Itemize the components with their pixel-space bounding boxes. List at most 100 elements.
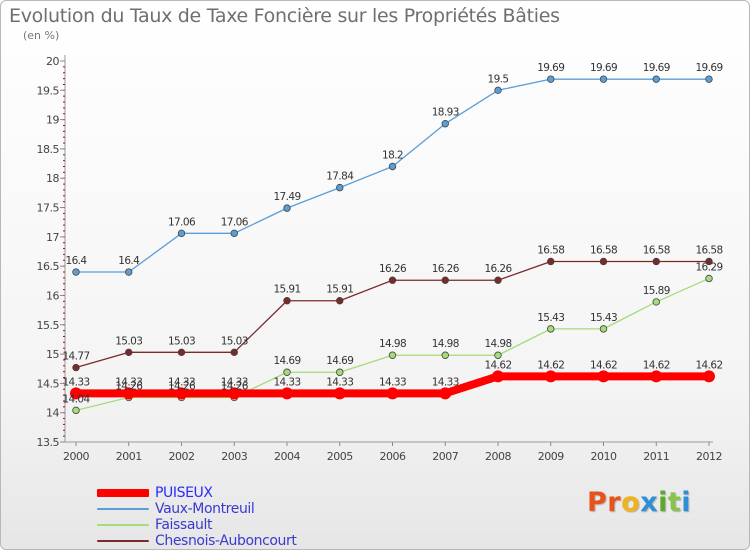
data-point bbox=[441, 276, 449, 284]
x-tick-label: 2004 bbox=[274, 450, 300, 463]
data-point bbox=[72, 268, 80, 276]
y-tick-label: 15.5 bbox=[37, 319, 60, 332]
data-label: 14.98 bbox=[432, 338, 459, 350]
data-label: 16.58 bbox=[695, 244, 722, 256]
data-label: 14.33 bbox=[115, 376, 142, 388]
data-point bbox=[336, 297, 344, 305]
data-point bbox=[281, 387, 293, 400]
data-point bbox=[705, 75, 713, 83]
y-tick-label: 19 bbox=[46, 114, 59, 127]
data-label: 18.93 bbox=[432, 107, 459, 119]
legend-swatch bbox=[97, 540, 149, 542]
y-tick-label: 18.5 bbox=[37, 143, 60, 156]
y-tick-label: 17.5 bbox=[37, 202, 60, 215]
y-tick-label: 16.5 bbox=[37, 260, 60, 273]
data-point bbox=[70, 387, 82, 400]
data-label: 14.26 bbox=[168, 380, 196, 392]
legend-label: Faissault bbox=[155, 517, 213, 533]
data-label: 15.91 bbox=[273, 284, 300, 296]
y-tick-label: 13.5 bbox=[37, 436, 60, 449]
y-tick-label: 16 bbox=[46, 289, 59, 302]
y-tick-label: 17 bbox=[46, 231, 59, 244]
data-point bbox=[72, 363, 80, 372]
x-tick-label: 2007 bbox=[432, 450, 458, 463]
data-label: 17.06 bbox=[168, 216, 196, 228]
data-point bbox=[599, 75, 608, 83]
data-label: 17.06 bbox=[221, 216, 249, 228]
data-point bbox=[494, 351, 502, 359]
data-label: 14.98 bbox=[379, 338, 406, 350]
data-point bbox=[283, 204, 291, 212]
data-point bbox=[333, 387, 346, 400]
data-label: 14.77 bbox=[62, 351, 89, 363]
legend: PUISEUX Vaux-Montreuil Faissault Chesnoi… bbox=[97, 485, 357, 549]
data-point bbox=[652, 257, 660, 266]
data-label: 14.62 bbox=[643, 359, 670, 371]
proxiti-logo: Proxiti bbox=[587, 487, 692, 518]
series-line-vaux-montreuil bbox=[76, 78, 709, 273]
data-label: 15.03 bbox=[115, 335, 142, 347]
data-point bbox=[650, 370, 663, 383]
data-point bbox=[283, 297, 291, 305]
data-label: 19.5 bbox=[488, 73, 509, 85]
data-point bbox=[439, 387, 452, 400]
x-tick-label: 2002 bbox=[169, 450, 195, 463]
data-point bbox=[492, 370, 504, 383]
data-label: 16.26 bbox=[379, 263, 407, 275]
data-point bbox=[441, 351, 449, 359]
data-label: 16.58 bbox=[537, 244, 564, 256]
data-point bbox=[494, 86, 502, 95]
data-label: 14.33 bbox=[168, 376, 195, 388]
data-point bbox=[599, 325, 608, 333]
data-label: 19.69 bbox=[695, 62, 722, 74]
data-point bbox=[705, 274, 713, 283]
data-point bbox=[388, 162, 397, 171]
data-point bbox=[599, 257, 608, 266]
data-point bbox=[283, 368, 291, 376]
x-tick-label: 2009 bbox=[538, 450, 564, 463]
data-point bbox=[228, 387, 241, 400]
data-label: 19.69 bbox=[643, 62, 670, 74]
x-tick-label: 2000 bbox=[63, 450, 89, 463]
data-label: 14.33 bbox=[273, 376, 300, 388]
data-label: 14.33 bbox=[221, 376, 248, 388]
data-point bbox=[547, 257, 555, 266]
data-label: 16.58 bbox=[643, 244, 670, 256]
data-label: 16.29 bbox=[695, 261, 722, 273]
data-point bbox=[547, 75, 555, 83]
data-point bbox=[703, 370, 715, 383]
data-label: 14.33 bbox=[379, 376, 406, 388]
data-label: 17.84 bbox=[326, 171, 354, 183]
data-point bbox=[177, 348, 186, 357]
data-point bbox=[177, 229, 186, 238]
data-label: 16.26 bbox=[484, 263, 512, 275]
data-point bbox=[388, 351, 397, 359]
data-label: 14.62 bbox=[537, 359, 564, 371]
data-label: 15.03 bbox=[221, 335, 248, 347]
data-label: 14.26 bbox=[221, 380, 249, 392]
x-tick-label: 2006 bbox=[380, 450, 406, 463]
data-label: 16.26 bbox=[432, 263, 460, 275]
data-label: 14.04 bbox=[62, 393, 90, 405]
legend-item-puiseux: PUISEUX bbox=[97, 485, 357, 501]
data-point bbox=[125, 348, 133, 357]
data-point bbox=[230, 229, 238, 238]
data-label: 14.62 bbox=[695, 359, 722, 371]
data-label: 19.69 bbox=[590, 62, 617, 74]
legend-swatch bbox=[97, 489, 149, 497]
data-label: 14.33 bbox=[62, 376, 89, 388]
legend-label: Vaux-Montreuil bbox=[155, 501, 255, 517]
x-tick-label: 2012 bbox=[696, 450, 722, 463]
y-tick-label: 18 bbox=[46, 172, 59, 185]
y-tick-label: 15 bbox=[46, 348, 59, 361]
legend-label: Chesnois-Auboncourt bbox=[155, 533, 297, 549]
chart-subtitle: (en %) bbox=[23, 29, 60, 42]
data-point bbox=[230, 348, 238, 357]
data-point bbox=[705, 257, 713, 266]
y-tick-label: 14 bbox=[46, 407, 59, 420]
data-label: 14.69 bbox=[326, 355, 353, 367]
data-point bbox=[597, 370, 610, 383]
data-label: 16.58 bbox=[590, 244, 617, 256]
data-point bbox=[386, 387, 399, 400]
